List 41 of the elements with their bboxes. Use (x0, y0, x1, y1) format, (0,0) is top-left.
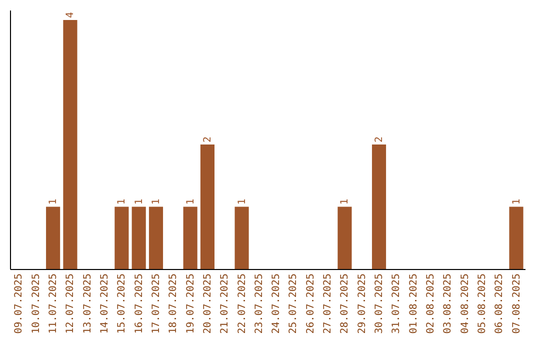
x-tick-label: 17.07.2025 (150, 274, 162, 334)
x-tick-label: 22.07.2025 (236, 274, 248, 334)
x-tick-label: 11.07.2025 (48, 274, 60, 334)
x-tick-label: 07.08.2025 (511, 274, 522, 334)
x-tick-label: 28.07.2025 (340, 274, 351, 334)
x-tick-label: 06.08.2025 (494, 274, 506, 334)
data-label: 4 (65, 12, 76, 18)
x-tick-label: 27.07.2025 (322, 274, 334, 334)
x-tick-label: 16.07.2025 (134, 274, 145, 334)
x-tick-label: 30.07.2025 (374, 274, 386, 334)
x-tick-label: 04.08.2025 (460, 274, 471, 334)
x-tick-label: 19.07.2025 (185, 274, 196, 334)
x-tick-label: 09.07.2025 (14, 274, 25, 334)
data-label: 1 (48, 198, 60, 205)
x-tick-label: 13.07.2025 (82, 274, 94, 334)
data-label: 1 (185, 198, 196, 205)
x-tick-label: 31.07.2025 (391, 274, 402, 334)
data-label: 1 (116, 198, 128, 205)
data-label: 1 (134, 198, 145, 205)
x-tick-label: 15.07.2025 (116, 274, 128, 334)
x-tick-label: 23.07.2025 (254, 274, 265, 334)
x-tick-label: 21.07.2025 (220, 274, 231, 334)
x-tick-label: 10.07.2025 (30, 274, 42, 334)
x-tick-label: 24.07.2025 (271, 274, 282, 334)
x-tick-label: 18.07.2025 (168, 274, 180, 334)
x-tick-label: 25.07.2025 (288, 274, 300, 334)
data-label: 1 (511, 198, 522, 205)
x-tick-label: 12.07.2025 (65, 274, 76, 334)
x-tick-label: 26.07.2025 (305, 274, 316, 334)
data-label: 1 (340, 198, 351, 205)
x-tick-label: 29.07.2025 (356, 274, 368, 334)
x-tick-label: 01.08.2025 (408, 274, 420, 334)
x-tick-label: 14.07.2025 (100, 274, 111, 334)
data-label: 2 (374, 136, 386, 142)
x-tick-label: 03.08.2025 (442, 274, 454, 334)
x-tick-label: 02.08.2025 (425, 274, 436, 334)
data-label: 1 (236, 198, 248, 205)
x-tick-label: 05.08.2025 (476, 274, 488, 334)
x-tick-label: 20.07.2025 (202, 274, 214, 334)
data-label: 1 (150, 198, 162, 205)
data-label: 2 (202, 136, 214, 142)
